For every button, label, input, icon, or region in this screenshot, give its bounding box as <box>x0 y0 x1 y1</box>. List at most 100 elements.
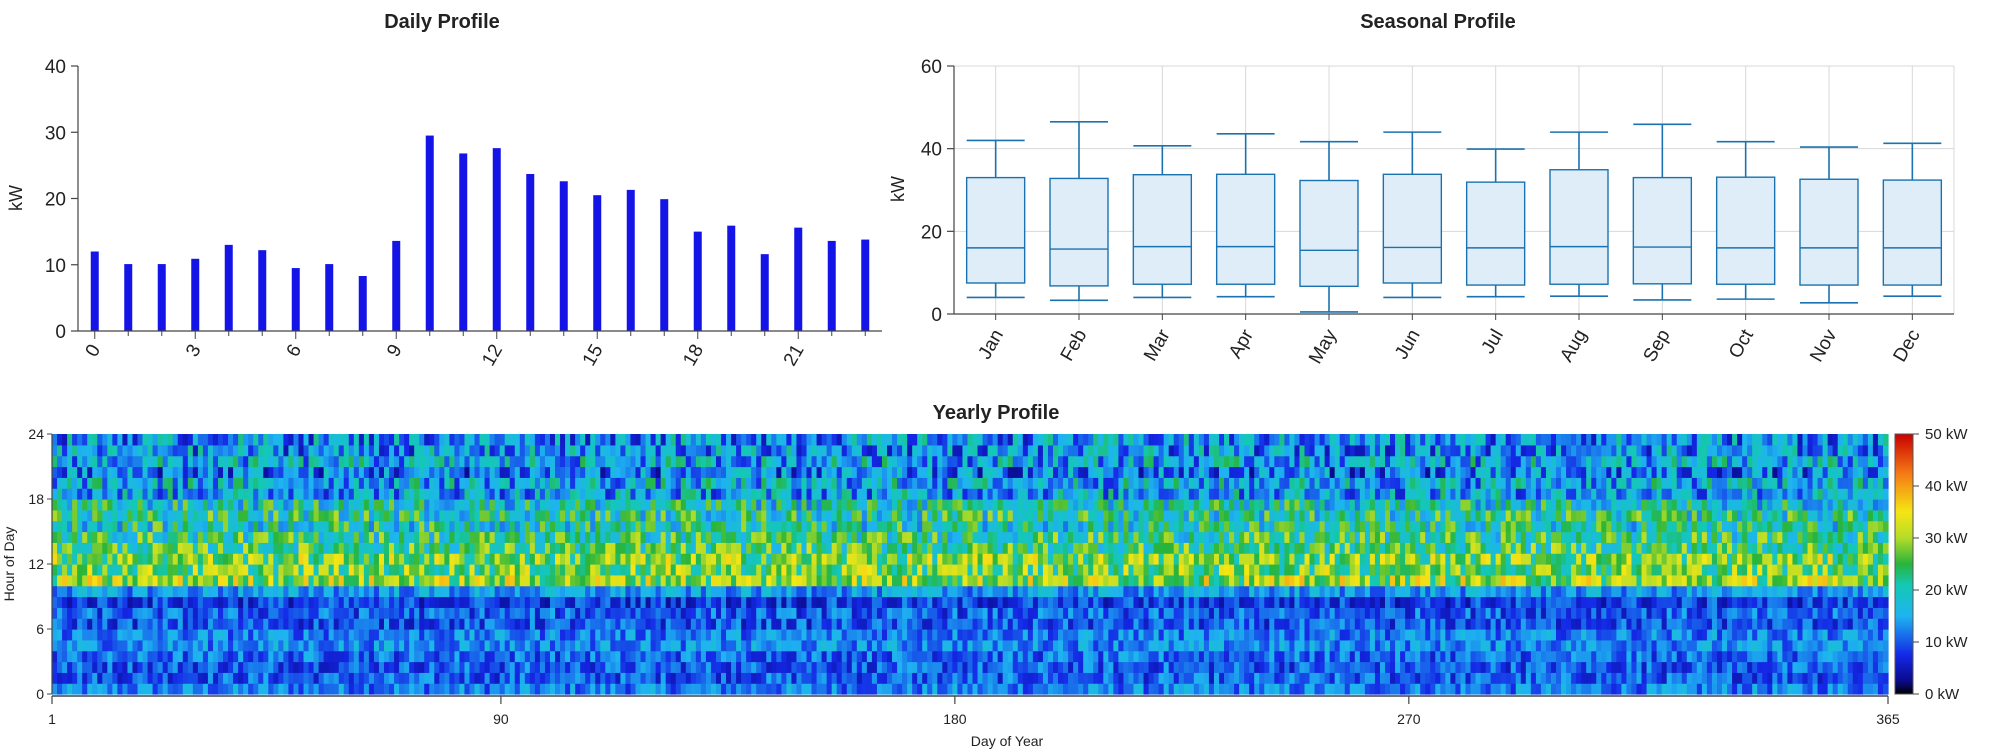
heatmap-cell <box>1716 672 1723 684</box>
heatmap-cell <box>1475 650 1482 663</box>
heatmap-cell <box>1867 585 1874 598</box>
heatmap-cell <box>1455 650 1462 663</box>
heatmap-cell <box>469 629 476 641</box>
daily-bar <box>358 276 367 331</box>
heatmap-cell <box>1561 683 1567 695</box>
heatmap-cell <box>1259 564 1265 576</box>
heatmap-cell <box>685 650 692 663</box>
heatmap-cell <box>353 596 360 608</box>
seasonal-x-tick-label: Jan <box>974 326 1008 363</box>
heatmap-cell <box>378 629 385 641</box>
heatmap-cell <box>1234 661 1240 673</box>
heatmap-cell <box>157 574 164 587</box>
heatmap-cell <box>741 596 747 608</box>
heatmap-cell <box>1309 574 1316 587</box>
heatmap-cell <box>1495 639 1502 652</box>
heatmap-cell <box>1445 672 1451 684</box>
heatmap-cell <box>927 564 933 576</box>
heatmap-cell <box>1762 596 1768 608</box>
heatmap-cell <box>610 607 616 619</box>
heatmap-cell <box>1078 629 1084 641</box>
heatmap-cell <box>892 661 898 673</box>
heatmap-cell <box>77 553 83 565</box>
heatmap-cell <box>97 607 103 619</box>
heatmap-cell <box>243 542 249 554</box>
heatmap-cell <box>1113 585 1119 598</box>
heatmap-cell <box>1304 596 1311 608</box>
heatmap-cell <box>1586 650 1592 663</box>
heatmap-cell <box>710 574 717 587</box>
heatmap-cell <box>132 574 139 587</box>
heatmap-cell <box>1465 672 1472 684</box>
heatmap-cell <box>1782 564 1788 576</box>
heatmap-cell <box>1042 661 1049 673</box>
heatmap-cell <box>1556 607 1562 619</box>
heatmap-cell <box>1732 661 1738 673</box>
heatmap-cell <box>1651 574 1658 587</box>
heatmap-cell <box>223 542 229 554</box>
heatmap-cell <box>821 629 828 641</box>
daily-y-tick-label: 20 <box>45 190 66 211</box>
heatmap-cell <box>1475 607 1482 619</box>
heatmap-cell <box>1113 661 1119 673</box>
heatmap-cell <box>1083 553 1089 565</box>
heatmap-cell <box>1354 639 1361 652</box>
heatmap-cell <box>992 629 999 641</box>
heatmap-cell <box>529 585 536 598</box>
heatmap-cell <box>1455 553 1462 565</box>
heatmap-cell <box>690 574 697 587</box>
heatmap-cell <box>1676 607 1683 619</box>
heatmap-cell <box>212 639 219 652</box>
heatmap-cell <box>1661 618 1668 630</box>
heatmap-cell <box>876 596 883 608</box>
heatmap-cell <box>1616 574 1622 587</box>
heatmap-cell <box>202 585 209 598</box>
heatmap-cell <box>1138 596 1145 608</box>
heatmap-cell <box>318 553 325 565</box>
heatmap-cell <box>394 585 400 598</box>
heatmap-cell <box>278 564 284 576</box>
heatmap-cell <box>1862 574 1869 587</box>
heatmap-cell <box>1158 574 1165 587</box>
heatmap-cell <box>1264 683 1270 695</box>
heatmap-cell <box>560 596 566 608</box>
heatmap-cell <box>1324 574 1331 587</box>
box-iqr <box>1299 179 1359 288</box>
heatmap-cell <box>494 661 501 673</box>
heatmap-cell <box>303 564 310 576</box>
heatmap-cell <box>927 639 933 652</box>
heatmap-cell <box>1425 564 1431 576</box>
heatmap-cell <box>595 629 601 641</box>
heatmap-cell <box>1475 629 1482 641</box>
heatmap-cell <box>353 639 360 652</box>
heatmap-cell <box>912 650 918 663</box>
heatmap-cell <box>323 607 330 619</box>
heatmap-cell <box>1017 553 1024 565</box>
heatmap-cell <box>801 639 808 652</box>
heatmap-cell <box>177 607 184 619</box>
heatmap-cell <box>570 639 576 652</box>
heatmap-cell <box>761 596 767 608</box>
heatmap-cell <box>1440 683 1446 695</box>
heatmap-cell <box>1772 639 1778 652</box>
heatmap-cell <box>1068 585 1074 598</box>
heatmap-cell <box>1742 585 1748 598</box>
heatmap-cell <box>338 672 345 684</box>
heatmap-cell <box>972 672 979 684</box>
heatmap-cell <box>142 672 149 684</box>
heatmap-cell <box>238 683 244 695</box>
heatmap-cell <box>172 553 179 565</box>
heatmap-cell <box>1123 596 1130 608</box>
heatmap-cell <box>1359 639 1366 652</box>
heatmap-cell <box>816 629 823 641</box>
heatmap-cell <box>987 639 994 652</box>
heatmap-cell <box>972 596 979 608</box>
heatmap-cell <box>318 650 325 663</box>
heatmap-cell <box>881 618 888 630</box>
heatmap-cell <box>404 585 410 598</box>
heatmap-cell <box>1601 629 1607 641</box>
heatmap-cell <box>499 683 506 695</box>
heatmap-cell <box>1088 564 1094 576</box>
heatmap-cell <box>1545 553 1552 565</box>
heatmap-cell <box>892 672 898 684</box>
